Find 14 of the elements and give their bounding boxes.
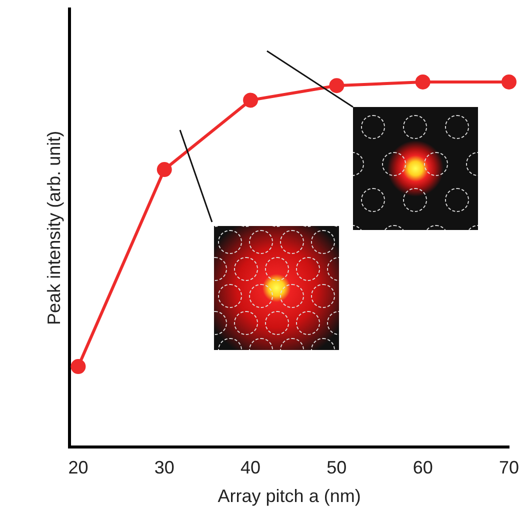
- x-tick-label: 30: [154, 458, 174, 478]
- point: [156, 162, 172, 178]
- x-tick-label: 50: [326, 458, 347, 478]
- x-tick-label: 20: [68, 458, 88, 478]
- point: [502, 74, 516, 90]
- x-tick-label: 40: [240, 458, 261, 478]
- point: [243, 92, 258, 108]
- x-axis-title: Array pitch a (nm): [218, 486, 361, 506]
- point: [415, 74, 430, 90]
- point: [329, 78, 344, 94]
- y-axis-title: Peak intensity (arb. unit): [44, 130, 64, 325]
- x-tick-label: 70: [498, 458, 520, 478]
- point: [70, 359, 86, 374]
- x-tick-label: 60: [412, 458, 433, 478]
